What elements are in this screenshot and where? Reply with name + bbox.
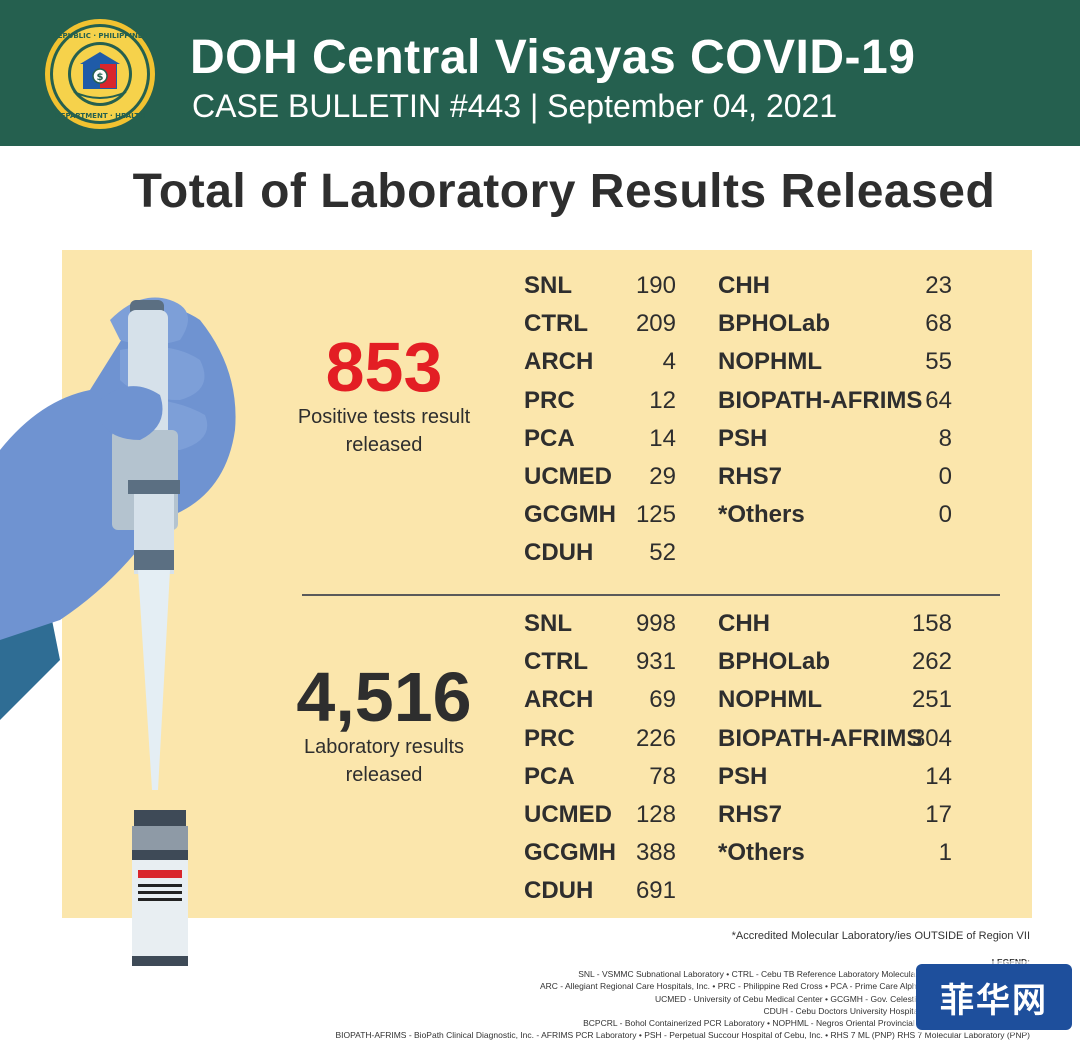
lab-name: ARCH — [524, 686, 594, 714]
total-caption-line1: Laboratory results — [303, 736, 465, 758]
lab-count: 8 — [938, 424, 952, 452]
positive-summary: 853 Positive tests result released — [274, 332, 494, 458]
lab-count: 251 — [911, 686, 952, 714]
total-caption-line2: released — [345, 764, 423, 786]
lab-name: CTRL — [524, 310, 588, 338]
lab-name: RHS7 — [718, 463, 783, 490]
lab-name: RHS7 — [718, 801, 783, 828]
lab-name: PCA — [524, 424, 575, 452]
legend-line: ARC - Allegiant Regional Care Hospitals,… — [539, 981, 1030, 992]
lab-count: 14 — [925, 762, 952, 790]
lab-name: BPHOLab — [718, 648, 831, 676]
lab-count: 388 — [635, 839, 676, 867]
lab-name: CDUH — [524, 877, 594, 905]
lab-count: 931 — [635, 648, 676, 676]
legend-line: UCMED - University of Cebu Medical Cente… — [654, 993, 1030, 1004]
lab-name: PRC — [524, 724, 575, 752]
lab-count: 1 — [938, 839, 952, 867]
lab-name: PCA — [524, 762, 575, 790]
lab-name: GCGMH — [524, 839, 616, 867]
lab-name: BIOPATH-AFRIMS — [718, 724, 923, 752]
lab-name: BIOPATH-AFRIMS — [718, 386, 923, 414]
legend: LEGEND: SNL - VSMMC Subnational Laborato… — [270, 956, 1030, 1041]
legend-line: CDUH - Cebu Doctors University Hospital … — [763, 1005, 1030, 1016]
lab-name: CHH — [718, 272, 770, 299]
positive-caption-line1: Positive tests result — [297, 406, 471, 428]
lab-name: CTRL — [524, 648, 588, 676]
section-divider — [302, 594, 1000, 596]
lab-count: 128 — [635, 801, 676, 828]
lab-name: ARCH — [524, 348, 594, 376]
lab-name: PRC — [524, 386, 575, 414]
legend-line: SNL - VSMMC Subnational Laboratory • CTR… — [578, 969, 1030, 980]
bulletin-subtitle: CASE BULLETIN #443 | September 04, 2021 — [192, 88, 838, 124]
lab-count: 64 — [925, 386, 952, 414]
lab-count: 17 — [925, 801, 952, 828]
total-summary: 4,516 Laboratory results released — [274, 662, 494, 788]
legend-line: BIOPATH-AFRIMS - BioPath Clinical Diagno… — [335, 1030, 1030, 1041]
lab-count: 304 — [911, 724, 952, 752]
lab-name: CDUH — [524, 539, 594, 567]
footnote: *Accredited Molecular Laboratory/ies OUT… — [731, 930, 1030, 942]
lab-count: 691 — [635, 877, 676, 905]
lab-name: SNL — [524, 610, 572, 637]
lab-count: 998 — [635, 610, 676, 637]
lab-name: UCMED — [524, 463, 612, 490]
svg-text:$: $ — [97, 72, 104, 83]
lab-name: BPHOLab — [718, 310, 831, 338]
lab-name: PSH — [718, 762, 768, 790]
bulletin-title: DOH Central Visayas COVID-19 — [190, 31, 916, 84]
positive-caption-line2: released — [345, 434, 423, 456]
watermark-badge: 菲华网 — [916, 964, 1072, 1030]
lab-name: SNL — [524, 272, 572, 299]
lab-count: 68 — [925, 310, 952, 338]
svg-text:DEPARTMENT · HEALTH: DEPARTMENT · HEALTH — [55, 112, 145, 120]
lab-count: 23 — [925, 272, 952, 299]
lab-count: 78 — [649, 762, 676, 790]
lab-name: *Others — [718, 501, 805, 529]
doh-seal-logo: $ REPUBLIC · PHILIPPINES DEPARTMENT · HE… — [45, 19, 155, 129]
pipette-hand-illustration — [0, 297, 236, 966]
lab-count: 158 — [911, 610, 952, 637]
lab-count: 14 — [649, 424, 676, 452]
svg-text:REPUBLIC · PHILIPPINES: REPUBLIC · PHILIPPINES — [52, 32, 147, 40]
lab-count: 209 — [635, 310, 676, 338]
lab-name: UCMED — [524, 801, 612, 828]
lab-name: GCGMH — [524, 501, 616, 529]
lab-name: NOPHML — [718, 348, 822, 376]
lab-name: PSH — [718, 424, 768, 452]
lab-count: 0 — [938, 463, 952, 490]
lab-count: 125 — [635, 501, 676, 529]
lab-count: 0 — [938, 501, 952, 529]
lab-count: 190 — [635, 272, 676, 299]
legend-title: LEGEND: — [991, 957, 1030, 967]
lab-count: 226 — [635, 724, 676, 752]
lab-count: 52 — [649, 539, 676, 567]
lab-name: *Others — [718, 839, 805, 867]
total-count: 4,516 — [296, 658, 472, 736]
lab-count: 12 — [649, 386, 676, 414]
lab-count: 69 — [649, 686, 676, 714]
positive-count: 853 — [325, 328, 443, 406]
lab-name: NOPHML — [718, 686, 822, 714]
lab-count: 55 — [925, 348, 952, 376]
lab-count: 29 — [649, 463, 676, 490]
lab-count: 4 — [662, 348, 676, 376]
lab-name: CHH — [718, 610, 770, 637]
lab-count: 262 — [911, 648, 952, 676]
page-title: Total of Laboratory Results Released — [132, 165, 996, 218]
header-banner: $ REPUBLIC · PHILIPPINES DEPARTMENT · HE… — [0, 0, 1080, 146]
legend-line: BCPCRL - Bohol Containerized PCR Laborat… — [583, 1018, 1030, 1029]
